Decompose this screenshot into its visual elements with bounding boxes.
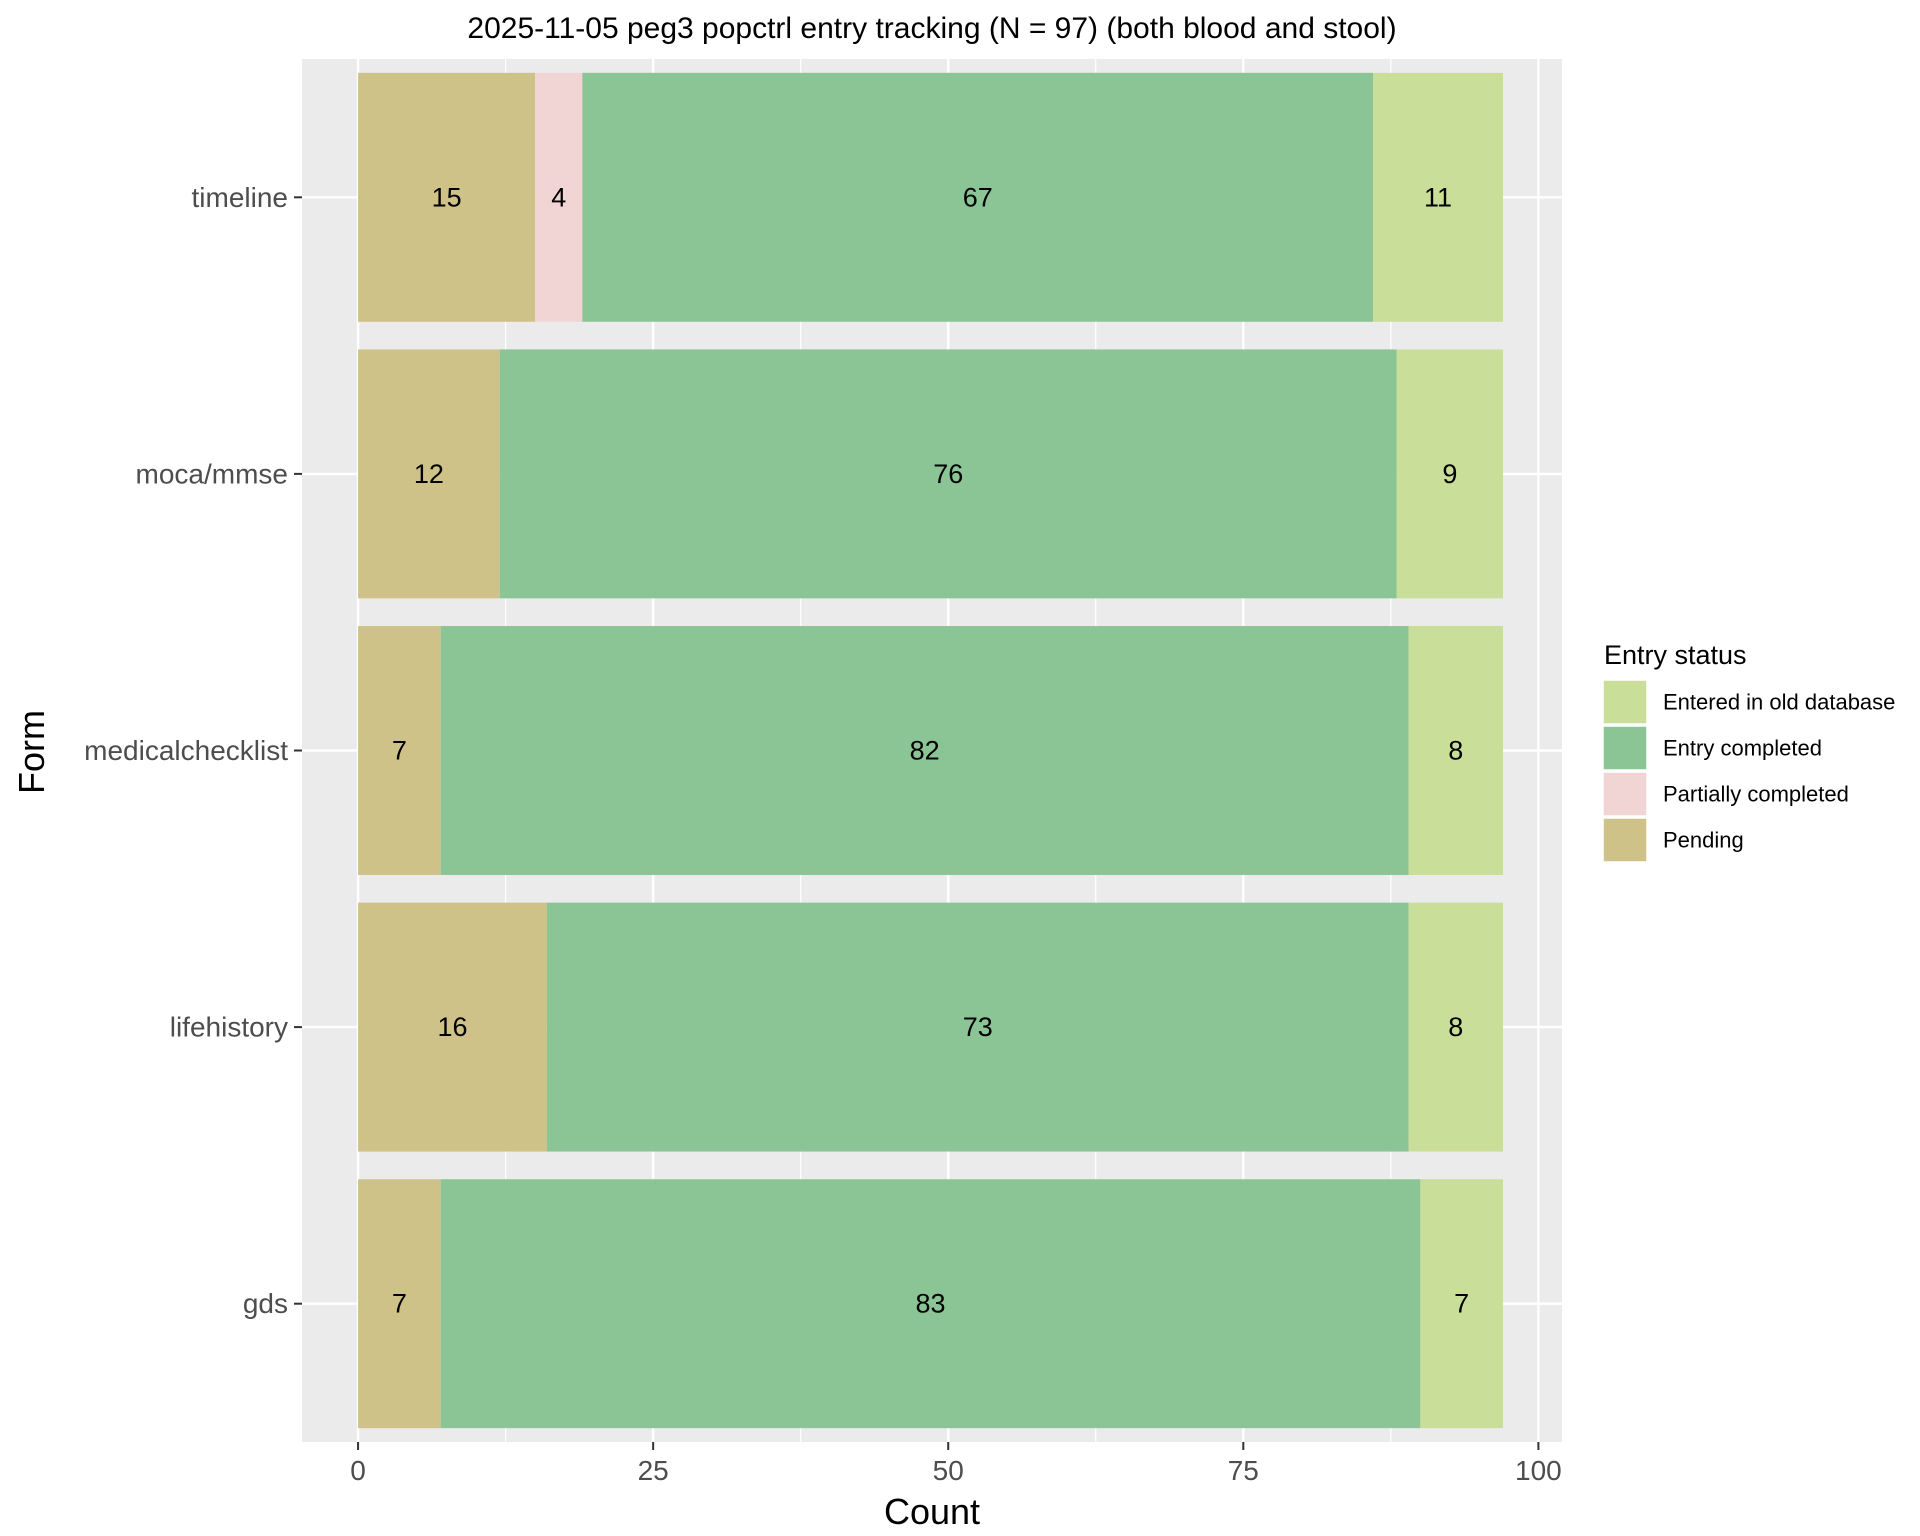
bar-segment-entered-in-old-database (1420, 1179, 1503, 1429)
bar-segment-entry-completed (499, 349, 1397, 599)
y-tick-label: moca/mmse (136, 458, 288, 489)
bar-segment-pending (358, 626, 441, 875)
y-tick-label: timeline (192, 182, 288, 213)
bar-segment-pending (358, 902, 547, 1152)
y-tick-label: gds (243, 1288, 288, 1319)
legend: Entry status Entered in old database Entr… (1602, 640, 1895, 863)
legend-key (1602, 817, 1648, 863)
x-tick-label: 0 (350, 1455, 366, 1486)
bar-segment-entry-completed (546, 902, 1409, 1152)
bar-segment-pending (358, 1179, 441, 1429)
bar-segment-entered-in-old-database (1373, 72, 1503, 322)
y-tick-label: lifehistory (170, 1012, 288, 1043)
bar-value-label: 16 (437, 1012, 467, 1042)
bar-value-label: 7 (392, 736, 407, 766)
bar-segment-entered-in-old-database (1408, 626, 1503, 875)
bar-segment-entered-in-old-database (1396, 349, 1503, 599)
bar-value-label: 7 (392, 1289, 407, 1319)
bar-segment-partially-completed (535, 72, 583, 322)
bar-value-label: 12 (414, 459, 444, 489)
legend-title: Entry status (1604, 640, 1747, 670)
bar-segment-entry-completed (440, 626, 1409, 875)
bar-value-label: 8 (1448, 736, 1463, 766)
x-tick-label: 25 (638, 1455, 669, 1486)
bar-value-label: 11 (1424, 182, 1452, 212)
bar-value-label: 7 (1454, 1289, 1469, 1319)
bar-value-label: 15 (432, 182, 462, 212)
x-tick-label: 50 (933, 1455, 964, 1486)
legend-label: Partially completed (1663, 782, 1849, 807)
bar-segment-pending (358, 349, 500, 599)
legend-label: Entered in old database (1663, 690, 1895, 715)
legend-label: Entry completed (1663, 736, 1822, 761)
x-tick-label: 75 (1228, 1455, 1259, 1486)
legend-key (1602, 771, 1648, 817)
bar-value-label: 4 (551, 182, 566, 212)
bar-value-label: 76 (933, 459, 963, 489)
bar-segment-entry-completed (582, 72, 1374, 322)
bar-value-label: 73 (963, 1012, 993, 1042)
bar-labels: 15 4 67 11 12 76 9 7 82 8 16 73 8 7 83 7 (392, 182, 1469, 1318)
legend-label: Pending (1663, 828, 1744, 853)
bar-value-label: 67 (963, 182, 993, 212)
y-tick-label: medicalchecklist (84, 735, 288, 766)
bar-value-label: 8 (1448, 1012, 1463, 1042)
x-tick-label: 100 (1515, 1455, 1562, 1486)
axes: 0 25 50 75 100 timeline moca/mmse medicalcheckl… (84, 182, 1562, 1486)
y-axis-title: Form (11, 710, 52, 794)
bars (358, 72, 1503, 1429)
legend-key (1602, 725, 1648, 771)
bar-value-label: 9 (1442, 459, 1457, 489)
bar-value-label: 83 (916, 1289, 946, 1319)
chart-title: 2025-11-05 peg3 popctrl entry tracking (… (467, 12, 1396, 45)
bar-value-label: 82 (910, 736, 940, 766)
bar-segment-entry-completed (440, 1179, 1421, 1429)
bar-segment-pending (358, 72, 536, 322)
bar-segment-entered-in-old-database (1408, 902, 1503, 1152)
x-axis-title: Count (884, 1491, 980, 1532)
legend-key (1602, 679, 1648, 725)
